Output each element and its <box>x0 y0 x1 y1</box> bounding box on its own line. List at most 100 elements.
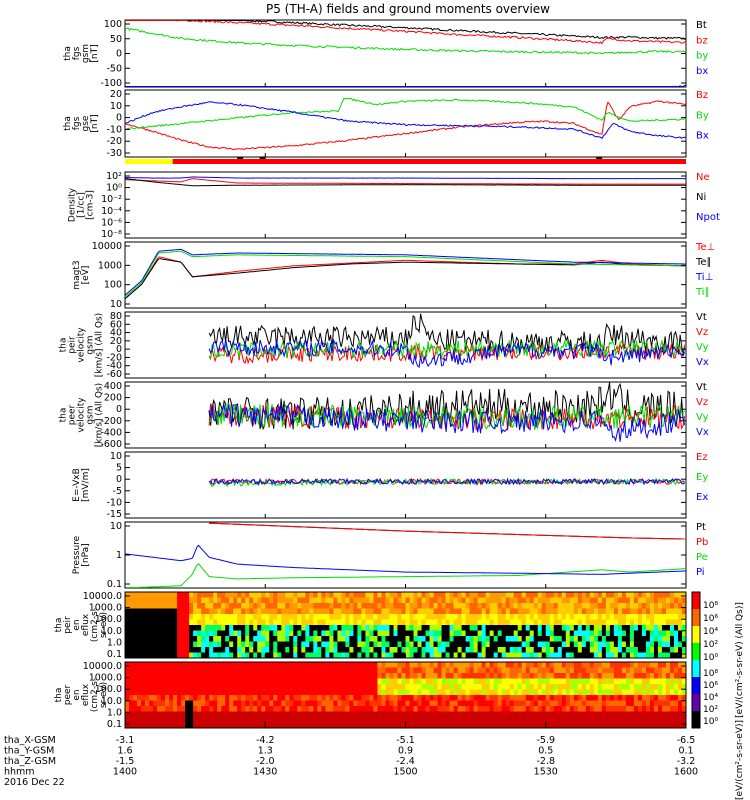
heatmap-cell <box>613 722 619 729</box>
y-axis-label-line: [km/s] (All Qs) <box>95 383 105 447</box>
heatmap-cell <box>497 603 503 609</box>
heatmap-cell <box>221 641 226 648</box>
heatmap-cell <box>581 711 587 718</box>
heatmap-cell <box>633 619 639 626</box>
heatmap-cell <box>593 630 599 637</box>
heatmap-cell <box>133 603 138 609</box>
heatmap-cell <box>161 614 166 620</box>
heatmap-cell <box>233 722 238 729</box>
heatmap-cell <box>665 614 671 620</box>
heatmap-cell <box>653 717 659 723</box>
heatmap-cell <box>377 597 382 604</box>
heatmap-cell <box>589 603 595 609</box>
heatmap-cell <box>629 695 635 701</box>
heatmap-cell <box>401 652 406 659</box>
heatmap-cell <box>341 625 346 631</box>
heatmap-cell <box>513 625 519 631</box>
heatmap-cell <box>349 700 354 707</box>
heatmap-cell <box>177 684 182 690</box>
heatmap-cell <box>205 597 210 604</box>
heatmap-cell <box>281 652 286 659</box>
heatmap-cell <box>473 722 479 729</box>
heatmap-cell <box>245 641 250 648</box>
y-axis-label-line: gsm <box>86 335 96 354</box>
heatmap-cell <box>225 636 230 642</box>
heatmap-cell <box>493 625 499 631</box>
heatmap-cell <box>269 603 274 609</box>
heatmap-cell <box>437 619 442 626</box>
heatmap-cell <box>569 641 575 648</box>
heatmap-cell <box>225 717 230 723</box>
heatmap-cell <box>133 706 138 712</box>
heatmap-cell <box>405 722 410 729</box>
heatmap-cell <box>325 592 330 598</box>
heatmap-cell <box>481 678 487 685</box>
heatmap-cell <box>269 647 274 653</box>
heatmap-cell <box>409 641 414 648</box>
heatmap-cell <box>249 706 254 712</box>
heatmap-cell <box>225 684 230 690</box>
heatmap-cell <box>313 684 318 690</box>
heatmap-cell <box>177 636 182 642</box>
heatmap-cell <box>553 636 559 642</box>
heatmap-cell <box>441 630 446 637</box>
heatmap-cell <box>285 717 290 723</box>
heatmap-cell <box>677 662 683 668</box>
heatmap-cell <box>193 662 198 668</box>
heatmap-cell <box>341 647 346 653</box>
heatmap-cell <box>169 619 174 626</box>
heatmap-cell <box>297 647 302 653</box>
heatmap-cell <box>465 647 471 653</box>
heatmap-cell <box>393 711 398 718</box>
heatmap-cell <box>393 662 398 668</box>
heatmap-cell <box>337 630 342 637</box>
heatmap-cell <box>645 673 651 679</box>
heatmap-cell <box>189 700 194 707</box>
heatmap-cell <box>185 597 190 604</box>
heatmap-cell <box>329 652 334 659</box>
heatmap-cell <box>589 597 595 604</box>
heatmap-cell <box>217 684 222 690</box>
heatmap-cell <box>525 689 531 696</box>
heatmap-cell <box>405 625 410 631</box>
heatmap-cell <box>397 684 402 690</box>
heatmap-cell <box>209 630 214 637</box>
heatmap-cell <box>565 619 571 626</box>
heatmap-cell <box>409 597 414 604</box>
heatmap-cell <box>313 695 318 701</box>
heatmap-cell <box>565 597 571 604</box>
heatmap-cell <box>161 641 166 648</box>
heatmap-cell <box>293 603 298 609</box>
heatmap-cell <box>633 608 639 615</box>
x-tick-label: 1530 <box>534 767 558 778</box>
heatmap-cell <box>241 603 246 609</box>
heatmap-cell <box>181 597 186 604</box>
heatmap-cell <box>521 684 527 690</box>
heatmap-cell <box>377 695 382 701</box>
heatmap-cell <box>353 625 358 631</box>
heatmap-cell <box>577 706 583 712</box>
heatmap-cell <box>497 706 503 712</box>
heatmap-cell <box>133 689 138 696</box>
heatmap-cell <box>137 647 142 653</box>
heatmap-cell <box>617 706 623 712</box>
heatmap-cell <box>537 647 543 653</box>
heatmap-cell <box>181 700 186 707</box>
heatmap-cell <box>165 603 170 609</box>
y-tick-label: -30 <box>106 148 122 159</box>
heatmap-cell <box>533 652 539 659</box>
heatmap-cell <box>205 652 210 659</box>
heatmap-cell <box>633 700 639 707</box>
heatmap-cell <box>401 641 406 648</box>
heatmap-cell <box>365 711 370 718</box>
heatmap-cell <box>457 684 462 690</box>
heatmap-cell <box>677 647 683 653</box>
heatmap-cell <box>537 592 543 598</box>
heatmap-cell <box>325 662 330 668</box>
heatmap-cell <box>529 592 535 598</box>
heatmap-cell <box>649 689 655 696</box>
heatmap-cell <box>669 711 675 718</box>
legend-Pt: Pt <box>696 522 706 533</box>
heatmap-cell <box>513 652 519 659</box>
